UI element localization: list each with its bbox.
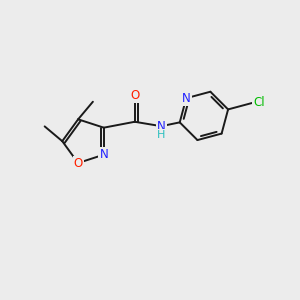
Text: H: H (157, 130, 165, 140)
Text: O: O (74, 157, 83, 169)
Text: N: N (157, 120, 166, 133)
Text: N: N (99, 148, 108, 161)
Text: N: N (182, 92, 190, 105)
Text: O: O (130, 89, 139, 102)
Text: Cl: Cl (253, 96, 265, 110)
